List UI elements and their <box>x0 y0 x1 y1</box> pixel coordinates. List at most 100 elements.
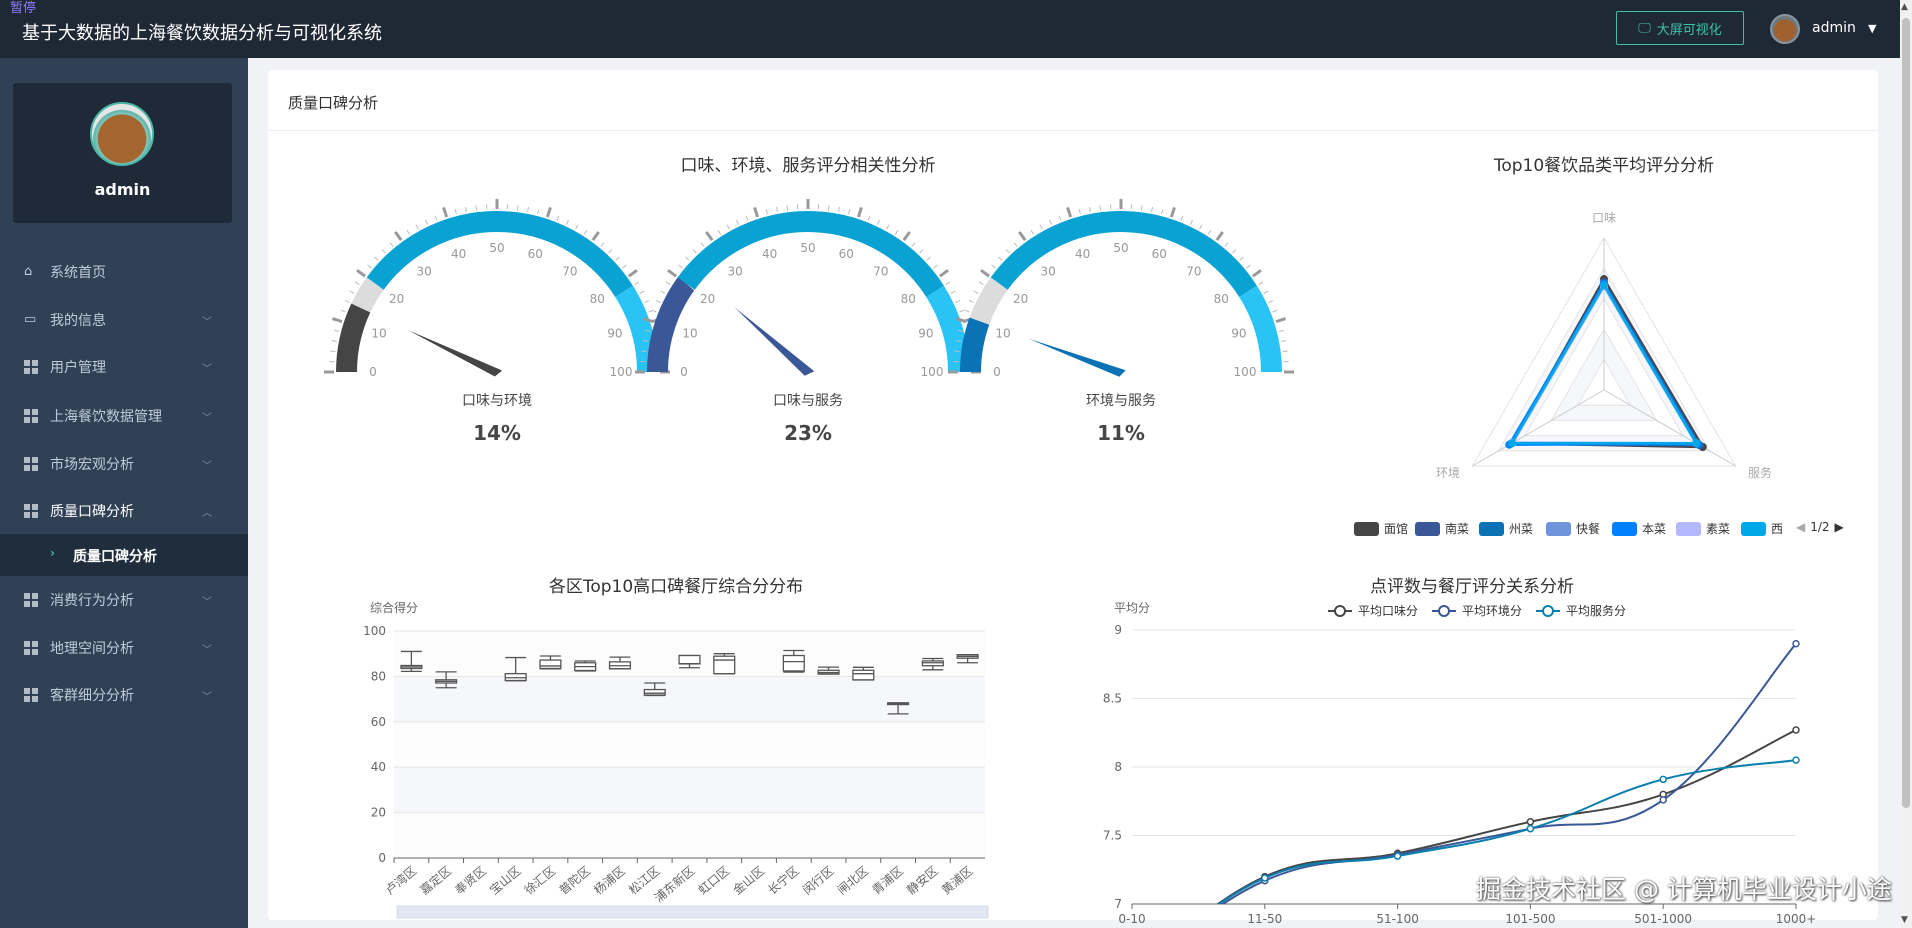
legend-next-icon[interactable]: ▶ <box>1834 520 1844 534</box>
gauge-tick-label: 50 <box>1113 241 1128 255</box>
radar-indicator-label: 服务 <box>1748 465 1772 480</box>
box-body <box>504 673 527 682</box>
gauge-tick <box>1278 329 1284 332</box>
legend-swatch <box>1741 521 1766 536</box>
gauge-tick <box>344 300 350 304</box>
header-username[interactable]: admin <box>1812 20 1856 36</box>
gauge-tick <box>705 231 714 242</box>
sidebar-item-3[interactable]: 上海餐饮数据管理 ﹀ <box>0 393 248 439</box>
pause-label[interactable]: 暂停 <box>10 1 37 16</box>
big-screen-button[interactable]: 🖵 大屏可视化 <box>1616 11 1744 45</box>
gauge-tick <box>945 281 951 286</box>
gauge-tick <box>1058 215 1062 221</box>
gauge-tick <box>919 249 924 254</box>
subitem-label: 质量口碑分析 <box>73 549 157 565</box>
gauge-tick-label: 70 <box>562 265 577 279</box>
box-body <box>643 688 666 696</box>
gauge-tick <box>1268 300 1274 304</box>
boxplot-datazoom-slider[interactable] <box>396 905 989 919</box>
top-header: 基于大数据的上海餐饮数据分析与可视化系统 暂停 🖵 大屏可视化 admin ▼ <box>0 0 1900 58</box>
gauge-tick <box>394 231 403 242</box>
box-body <box>782 654 805 672</box>
radar-legend-item[interactable]: 面馆 <box>1354 520 1408 537</box>
line-legend-marker <box>1334 605 1346 617</box>
gauge-tick-label: 80 <box>1214 292 1229 306</box>
gauge-tick <box>678 264 683 269</box>
gauge-pointer <box>408 330 503 377</box>
radar-legend-item[interactable]: 西餐 <box>1741 520 1783 537</box>
gauge-tick-label: 100 <box>921 365 944 379</box>
boxplot-chart-title: 各区Top10高口碑餐厅综合分分布 <box>548 577 804 597</box>
sidebar-item-5[interactable]: 质量口碑分析 ︿ <box>0 488 248 534</box>
sidebar-item-0[interactable]: ⌂ 系统首页 <box>0 249 248 295</box>
gauge-tick <box>434 215 438 221</box>
gauge-tick-label: 20 <box>1013 292 1028 306</box>
line-legend-label: 平均环境分 <box>1462 603 1522 618</box>
gauge-tick-label: 20 <box>700 292 715 306</box>
radar-chart-title: Top10餐饮品类平均评分分析 <box>1493 156 1715 176</box>
gauge-high-arc <box>1239 285 1282 373</box>
gauge-tick <box>1189 219 1193 225</box>
line-legend-label: 平均服务分 <box>1566 603 1626 618</box>
chevron-up-icon: ︿ <box>202 507 212 519</box>
gauge-label: 口味与环境 <box>462 393 532 409</box>
radar-indicator-label: 环境 <box>1436 465 1460 480</box>
gauge-tick <box>1207 229 1212 235</box>
gauge-progress-arc <box>336 303 371 373</box>
legend-label: 面馆 <box>1384 522 1409 536</box>
sidebar-subitem-quality-reputation[interactable]: › 质量口碑分析 <box>0 534 248 576</box>
line-point <box>1526 818 1535 826</box>
line-x-label: 51-100 <box>1376 912 1419 926</box>
gauge-tick <box>381 249 386 254</box>
sidebar-item-7[interactable]: 地理空间分析 ﹀ <box>0 625 248 671</box>
grid-icon <box>24 360 38 374</box>
gauge-tick-label: 50 <box>489 241 504 255</box>
scrollbar-thumb[interactable] <box>1902 18 1910 808</box>
radar-axis-line <box>1603 389 1736 467</box>
radar-legend-item[interactable]: 南菜 <box>1415 520 1469 537</box>
gauge-tick <box>575 224 579 230</box>
caret-down-icon[interactable]: ▼ <box>1868 22 1877 35</box>
line-chart-title: 点评数与餐厅评分关系分析 <box>1370 577 1574 597</box>
scroll-down-icon[interactable]: ▼ <box>1901 915 1908 925</box>
radar-legend-item[interactable]: 素菜 <box>1676 520 1730 537</box>
gauge-tick <box>1239 256 1244 261</box>
sidebar-item-label: 系统首页 <box>50 265 106 281</box>
page-scrollbar[interactable]: ▲ ▼ <box>1900 0 1912 928</box>
sidebar-item-6[interactable]: 消费行为分析 ﹀ <box>0 577 248 623</box>
gauge-tick-label: 30 <box>416 265 431 279</box>
gauge-label: 口味与服务 <box>773 393 843 409</box>
chevron-down-icon: ﹀ <box>202 316 212 328</box>
gauge-tick <box>340 309 346 313</box>
sidebar-item-1[interactable]: ▭ 我的信息 ﹀ <box>0 297 248 343</box>
header-avatar[interactable] <box>1770 14 1800 44</box>
sidebar-item-2[interactable]: 用户管理 ﹀ <box>0 344 248 390</box>
gauge-neutral-arc <box>351 277 384 313</box>
scroll-up-icon[interactable]: ▲ <box>1901 2 1908 12</box>
chevron-down-icon: ﹀ <box>202 412 212 424</box>
gauge-pointer <box>734 307 815 376</box>
gauge-tick <box>1275 317 1286 324</box>
radar-legend-item[interactable]: 快餐 <box>1546 520 1600 537</box>
gauge-tick <box>911 242 916 247</box>
line-x-label: 501-1000 <box>1634 912 1692 926</box>
line-y-tick: 7.5 <box>1103 829 1122 843</box>
sidebar-item-4[interactable]: 市场宏观分析 ﹀ <box>0 441 248 487</box>
gauge-tick <box>615 256 620 261</box>
gauge-tick-label: 70 <box>1186 265 1201 279</box>
line-point <box>1261 874 1269 882</box>
gauge-tick-label: 10 <box>682 327 697 341</box>
gauge-tick <box>1282 350 1288 353</box>
gauge-tick <box>1005 249 1010 254</box>
radar-legend-item[interactable]: 州菜 <box>1479 520 1533 537</box>
legend-prev-icon[interactable]: ◀ <box>1796 520 1806 534</box>
grid-icon <box>24 688 38 702</box>
legend-label: 快餐 <box>1576 522 1601 536</box>
line-point <box>1792 639 1800 648</box>
boxplot-split-area <box>394 721 985 768</box>
gauge-tick <box>1251 269 1262 278</box>
radar-legend-item[interactable]: 本菜 <box>1612 520 1666 537</box>
boxplot-box <box>921 657 944 671</box>
sidebar-item-8[interactable]: 客群细分分析 ﹀ <box>0 672 248 718</box>
legend-label: 本菜 <box>1642 522 1667 536</box>
